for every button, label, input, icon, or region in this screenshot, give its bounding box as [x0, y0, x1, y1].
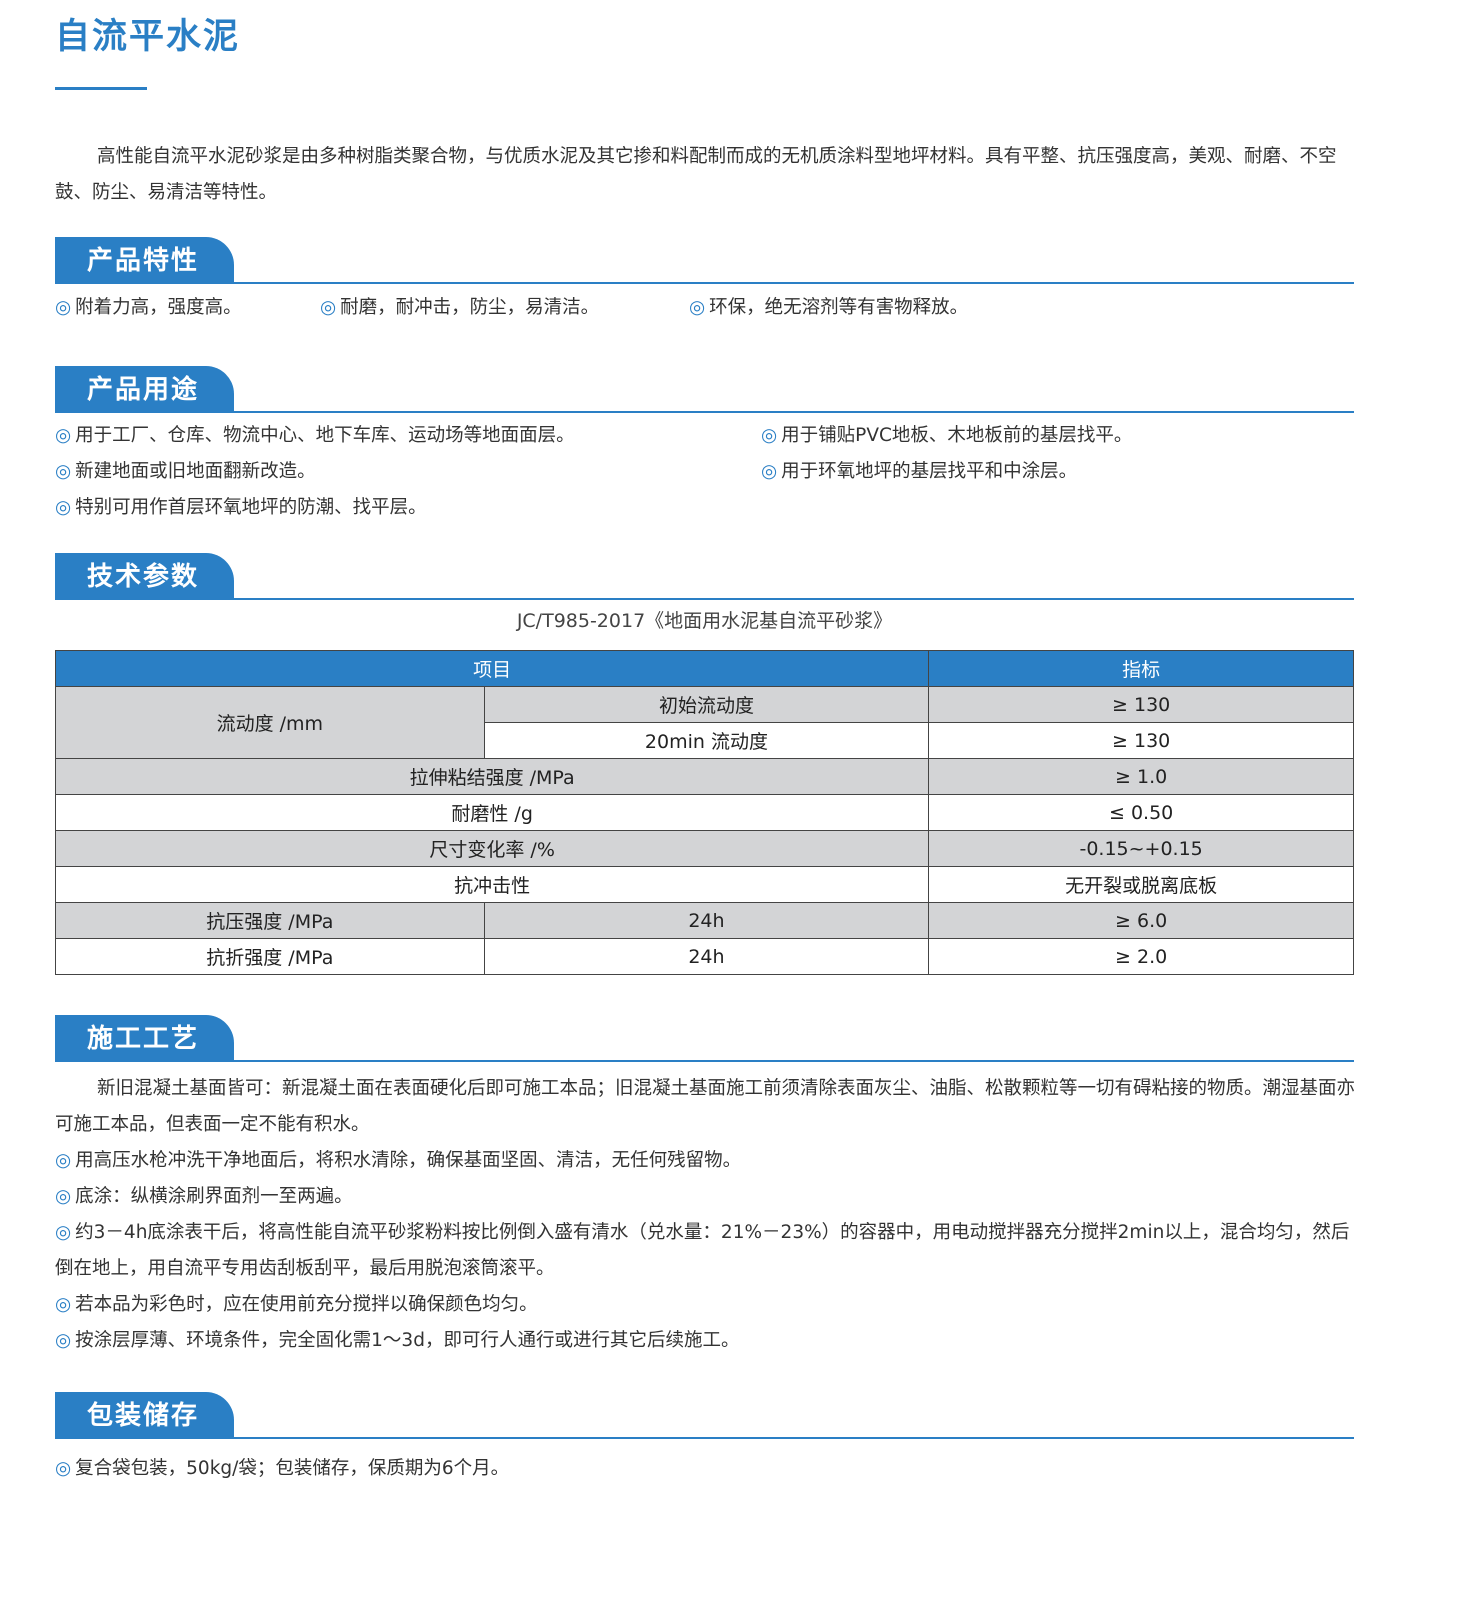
table-header-row: 项目 指标 — [54, 650, 1354, 687]
cell: ≥ 1.0 — [928, 758, 1354, 795]
header-value: 指标 — [928, 650, 1354, 687]
divider — [55, 411, 1354, 413]
list-item: ◎ 用于铺贴PVC地板、木地板前的基层找平。 — [761, 425, 1133, 446]
page-title: 自流平水泥 — [55, 17, 241, 57]
table-row: 耐磨性 /g ≤ 0.50 — [54, 794, 1354, 831]
table-row: 尺寸变化率 /% -0.15~+0.15 — [54, 830, 1354, 867]
list-item: ◎ 若本品为彩色时，应在使用前充分搅拌以确保颜色均匀。 — [55, 1294, 538, 1315]
cell: ≥ 6.0 — [928, 902, 1354, 939]
double-circle-icon: ◎ — [761, 425, 778, 446]
cell: 抗折强度 /MPa — [55, 938, 485, 975]
double-circle-icon: ◎ — [55, 425, 72, 446]
divider — [55, 282, 1354, 284]
construction-intro: 新旧混凝土基面皆可：新混凝土面在表面硬化后即可施工本品；旧混凝土基面施工前须清除… — [55, 1078, 1356, 1135]
title-underline — [55, 87, 147, 90]
cell: 抗冲击性 — [54, 866, 930, 903]
cell: 初始流动度 — [483, 686, 930, 723]
cell: 20min 流动度 — [483, 722, 930, 759]
cell: 24h — [483, 902, 930, 939]
table-row: 抗压强度 /MPa 24h ≥ 6.0 — [55, 902, 1354, 939]
header-item: 项目 — [54, 650, 930, 687]
list-item: ◎ 约3－4h底涂表干后，将高性能自流平砂浆粉料按比例倒入盛有清水（兑水量：21%… — [55, 1222, 1350, 1279]
cell: 无开裂或脱离底板 — [928, 866, 1354, 903]
double-circle-icon: ◎ — [761, 461, 778, 482]
cell: 尺寸变化率 /% — [54, 830, 930, 867]
list-item: ◎ 附着力高，强度高。 — [55, 297, 242, 318]
section-header-storage: 包装储存 — [55, 1392, 1354, 1439]
double-circle-icon: ◎ — [55, 1222, 72, 1243]
double-circle-icon: ◎ — [55, 1330, 72, 1351]
divider — [55, 1060, 1354, 1062]
cell: 耐磨性 /g — [54, 794, 930, 831]
list-item: ◎ 环保，绝无溶剂等有害物释放。 — [689, 297, 969, 318]
section-title: 技术参数 — [55, 553, 234, 599]
standard-reference: JC/T985-2017《地面用水泥基自流平砂浆》 — [516, 610, 893, 632]
section-title: 包装储存 — [55, 1392, 234, 1438]
double-circle-icon: ◎ — [55, 1294, 72, 1315]
double-circle-icon: ◎ — [55, 297, 72, 318]
cell: 拉伸粘结强度 /MPa — [54, 758, 930, 795]
section-title: 施工工艺 — [55, 1015, 234, 1061]
list-item: ◎ 复合袋包装，50kg/袋；包装储存，保质期为6个月。 — [55, 1458, 510, 1479]
double-circle-icon: ◎ — [55, 497, 72, 518]
table-row: 20min 流动度 ≥ 130 — [55, 722, 1354, 759]
section-header-tech: 技术参数 — [55, 553, 1354, 600]
double-circle-icon: ◎ — [55, 1186, 72, 1207]
section-header-construction: 施工工艺 — [55, 1015, 1354, 1062]
double-circle-icon: ◎ — [689, 297, 706, 318]
divider — [55, 598, 1354, 600]
intro-paragraph: 高性能自流平水泥砂浆是由多种树脂类聚合物，与优质水泥及其它掺和料配制而成的无机质… — [55, 146, 1337, 203]
cell: ≥ 2.0 — [928, 938, 1354, 975]
double-circle-icon: ◎ — [55, 461, 72, 482]
section-title: 产品特性 — [55, 237, 234, 283]
table-row: 拉伸粘结强度 /MPa ≥ 1.0 — [54, 758, 1354, 795]
cell: 流动度 /mm — [55, 686, 485, 759]
divider — [55, 1437, 1354, 1439]
table-row: 流动度 /mm 初始流动度 ≥ 130 — [55, 686, 1354, 759]
table-row: 抗冲击性 无开裂或脱离底板 — [54, 866, 1354, 903]
cell: ≥ 130 — [928, 686, 1354, 723]
double-circle-icon: ◎ — [55, 1150, 72, 1171]
list-item: ◎ 耐磨，耐冲击，防尘，易清洁。 — [320, 297, 600, 318]
list-item: ◎ 用高压水枪冲洗干净地面后，将积水清除，确保基面坚固、清洁，无任何残留物。 — [55, 1150, 742, 1171]
list-item: ◎ 用于环氧地坪的基层找平和中涂层。 — [761, 461, 1078, 482]
list-item: ◎ 用于工厂、仓库、物流中心、地下车库、运动场等地面面层。 — [55, 425, 575, 446]
cell: 抗压强度 /MPa — [55, 902, 485, 939]
list-item: ◎ 特别可用作首层环氧地坪的防潮、找平层。 — [55, 497, 427, 518]
section-header-features: 产品特性 — [55, 237, 1354, 284]
cell: ≤ 0.50 — [928, 794, 1354, 831]
list-item: ◎ 新建地面或旧地面翻新改造。 — [55, 461, 316, 482]
double-circle-icon: ◎ — [55, 1458, 72, 1479]
cell: 24h — [483, 938, 930, 975]
list-item: ◎ 按涂层厚薄、环境条件，完全固化需1～3d，即可行人通行或进行其它后续施工。 — [55, 1330, 740, 1351]
table-row: 抗折强度 /MPa 24h ≥ 2.0 — [55, 938, 1354, 975]
double-circle-icon: ◎ — [320, 297, 337, 318]
cell: ≥ 130 — [928, 722, 1354, 759]
list-item: ◎ 底涂：纵横涂刷界面剂一至两遍。 — [55, 1186, 353, 1207]
cell: -0.15~+0.15 — [928, 830, 1354, 867]
section-title: 产品用途 — [55, 366, 234, 412]
spec-table: 项目 指标 流动度 /mm 初始流动度 ≥ 130 20min 流动度 ≥ 13… — [54, 650, 1354, 975]
section-header-uses: 产品用途 — [55, 366, 1354, 413]
